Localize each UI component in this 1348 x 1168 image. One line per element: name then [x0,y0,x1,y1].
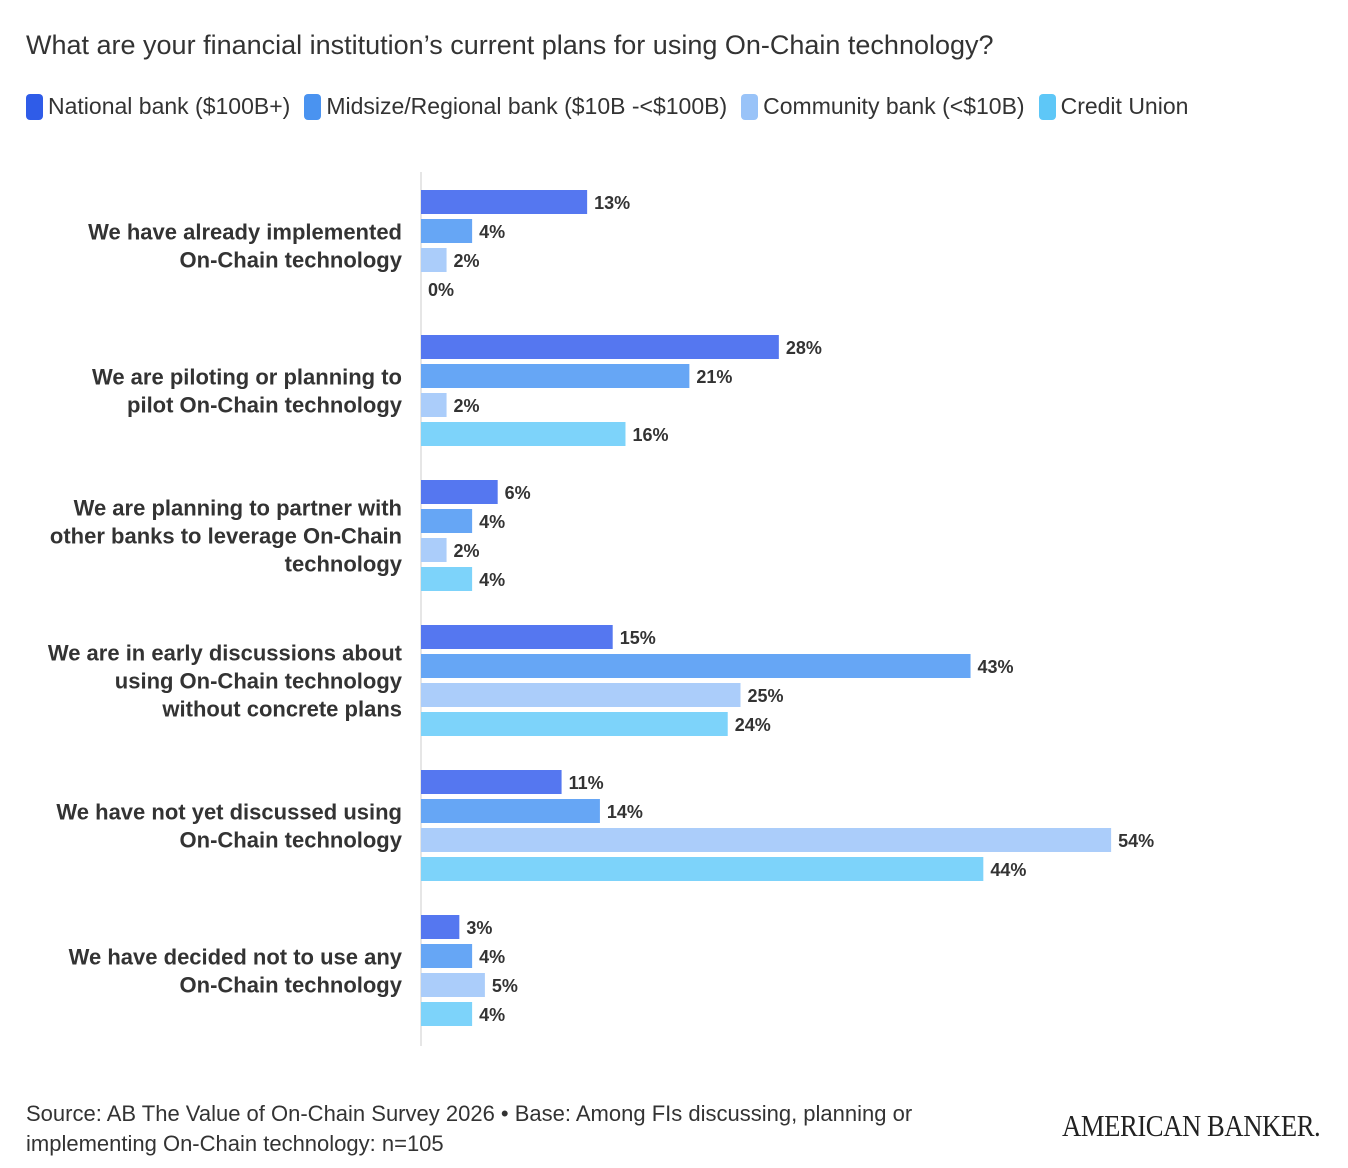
value-label-midsize-cat-1: 4% [479,222,505,242]
value-label-national-cat-2: 28% [786,338,822,358]
bar-credit-union-cat-2[interactable] [421,422,626,446]
legend-item-credit-union[interactable]: Credit Union [1038,93,1189,120]
category-label-line: On-Chain technology [180,973,403,998]
legend-swatch-midsize [304,93,322,120]
category-label-line: We have not yet discussed using [56,800,402,825]
category-labels-group: We have already implemented On-Chain tech… [48,220,403,998]
chart-title: What are your financial institution’s cu… [26,30,994,60]
category-label-line: technology [285,552,403,577]
bar-community-cat-5[interactable] [421,828,1112,852]
bar-midsize-cat-6[interactable] [421,944,473,968]
category-label-line: pilot On-Chain technology [127,393,403,418]
category-label-line: On-Chain technology [180,828,403,853]
value-label-community-cat-1: 2% [454,251,480,271]
legend-item-national[interactable]: National bank ($100B+) [26,93,290,120]
bar-midsize-cat-5[interactable] [421,799,600,823]
category-label-line: We are planning to partner with [74,496,402,521]
category-label-3: We are planning to partner with other ban… [50,496,403,577]
bar-credit-union-cat-3[interactable] [421,567,473,591]
value-label-credit-union-cat-4: 24% [735,715,771,735]
value-label-community-cat-5: 54% [1118,831,1154,851]
value-label-national-cat-1: 13% [594,193,630,213]
bar-national-cat-3[interactable] [421,480,498,504]
value-label-credit-union-cat-2: 16% [632,425,668,445]
bar-community-cat-2[interactable] [421,393,447,417]
category-label-5: We have not yet discussed using On-Chain … [56,800,402,853]
value-label-credit-union-cat-1: 0% [428,280,454,300]
value-label-community-cat-3: 2% [454,541,480,561]
bar-national-cat-5[interactable] [421,770,562,794]
category-label-line: other banks to leverage On-Chain [50,524,402,549]
value-label-national-cat-6: 3% [466,918,492,938]
bar-midsize-cat-3[interactable] [421,509,473,533]
bars-group: 13%4%2%0%28%21%2%16%6%4%2%4%15%43%25%24%… [421,190,1154,1026]
legend-label-community: Community bank (<$10B) [763,93,1025,119]
value-label-midsize-cat-6: 4% [479,947,505,967]
category-label-line: We are piloting or planning to [92,365,402,390]
value-label-community-cat-4: 25% [748,686,784,706]
bar-credit-union-cat-5[interactable] [421,857,984,881]
bar-credit-union-cat-6[interactable] [421,1002,473,1026]
category-label-line: We have decided not to use any [69,945,403,970]
legend-label-national: National bank ($100B+) [48,93,291,119]
value-label-midsize-cat-5: 14% [607,802,643,822]
value-label-midsize-cat-3: 4% [479,512,505,532]
legend-swatch-community [741,93,759,120]
value-label-credit-union-cat-6: 4% [479,1005,505,1025]
category-label-2: We are piloting or planning to pilot On-C… [92,365,403,418]
bar-national-cat-1[interactable] [421,190,588,214]
source-note: Source: AB The Value of On-Chain Survey … [26,1101,913,1156]
category-label-line: without concrete plans [161,697,402,722]
value-label-national-cat-3: 6% [505,483,531,503]
bar-chart: 13%4%2%0%28%21%2%16%6%4%2%4%15%43%25%24%… [48,172,1154,1046]
legend-item-midsize[interactable]: Midsize/Regional bank ($10B -<$100B) [304,93,727,120]
value-label-midsize-cat-4: 43% [978,657,1014,677]
legend-label-credit-union: Credit Union [1060,93,1189,119]
value-label-credit-union-cat-3: 4% [479,570,505,590]
american-banker-logo: AMERICAN BANKER. [1061,1108,1321,1143]
legend-item-community[interactable]: Community bank (<$10B) [741,93,1025,120]
bar-community-cat-1[interactable] [421,248,447,272]
category-label-line: We have already implemented [88,220,402,245]
bar-credit-union-cat-4[interactable] [421,712,728,736]
value-label-community-cat-2: 2% [454,396,480,416]
category-label-line: using On-Chain technology [115,669,403,694]
category-label-1: We have already implemented On-Chain tech… [88,220,403,273]
bar-midsize-cat-4[interactable] [421,654,971,678]
value-label-community-cat-6: 5% [492,976,518,996]
bar-community-cat-4[interactable] [421,683,741,707]
category-label-line: On-Chain technology [180,248,403,273]
chart-legend: National bank ($100B+) Midsize/Regional … [26,93,1188,120]
bar-community-cat-3[interactable] [421,538,447,562]
category-label-4: We are in early discussions about using O… [48,641,403,722]
bar-midsize-cat-1[interactable] [421,219,473,243]
bar-national-cat-2[interactable] [421,335,779,359]
legend-swatch-national [26,93,43,120]
bar-community-cat-6[interactable] [421,973,485,997]
value-label-credit-union-cat-5: 44% [990,860,1026,880]
value-label-national-cat-5: 11% [569,773,604,793]
bar-midsize-cat-2[interactable] [421,364,690,388]
bar-national-cat-6[interactable] [421,915,460,939]
bar-national-cat-4[interactable] [421,625,613,649]
value-label-midsize-cat-2: 21% [696,367,732,387]
category-label-6: We have decided not to use any On-Chain t… [69,945,403,998]
legend-label-midsize: Midsize/Regional bank ($10B -<$100B) [326,93,728,119]
legend-swatch-credit-union [1038,93,1056,120]
category-label-line: We are in early discussions about [48,641,403,666]
value-label-national-cat-4: 15% [620,628,656,648]
